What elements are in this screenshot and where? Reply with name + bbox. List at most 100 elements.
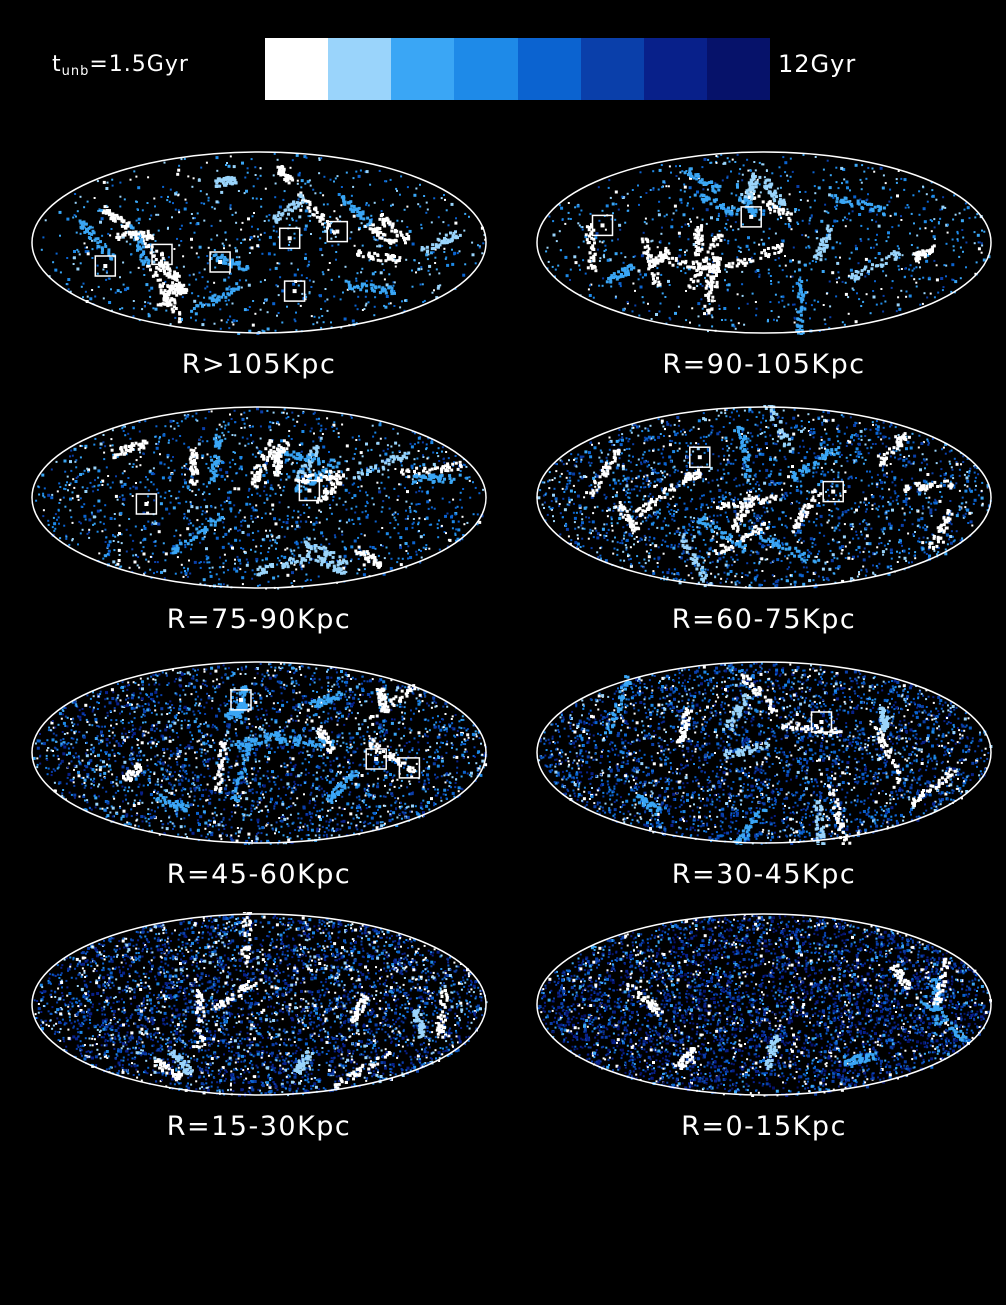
star-particle — [123, 482, 127, 486]
star-particle — [102, 441, 105, 444]
star-particle — [110, 288, 112, 291]
stream-particle — [100, 246, 104, 250]
star-particle — [345, 521, 348, 524]
star-particle — [867, 166, 870, 169]
star-particle — [41, 473, 45, 477]
star-particle — [156, 570, 159, 573]
star-particle — [265, 529, 267, 532]
star-particle — [648, 310, 651, 312]
star-particle — [767, 237, 770, 240]
stream-particle — [684, 259, 688, 263]
star-particle — [755, 307, 758, 310]
star-particle — [400, 464, 403, 467]
star-particle — [229, 204, 232, 207]
star-particle — [207, 520, 210, 522]
star-particle — [275, 284, 278, 287]
star-particle — [91, 226, 94, 229]
star-particle — [272, 576, 276, 580]
stream-particle — [305, 554, 309, 558]
stream-particle — [715, 274, 718, 277]
stream-particle — [194, 312, 198, 316]
stream-particle — [853, 274, 857, 278]
star-particle — [854, 320, 858, 324]
star-particle — [53, 529, 56, 532]
stream-particle — [587, 228, 591, 232]
star-particle — [296, 179, 299, 182]
star-particle — [226, 491, 229, 494]
stream-particle — [743, 195, 747, 199]
star-particle — [441, 497, 444, 500]
stream-particle — [746, 201, 750, 205]
star-particle — [281, 526, 284, 529]
stream-particle — [109, 212, 113, 216]
star-particle — [291, 552, 294, 555]
star-particle — [264, 187, 267, 190]
stream-particle — [384, 253, 388, 256]
stream-particle — [149, 251, 153, 255]
stream-particle — [136, 244, 139, 248]
star-particle — [874, 257, 877, 259]
star-particle — [43, 487, 46, 490]
star-particle — [269, 486, 273, 490]
star-particle — [766, 320, 769, 323]
star-particle — [425, 544, 428, 547]
star-particle — [364, 510, 367, 513]
star-particle — [157, 443, 160, 446]
star-particle — [121, 472, 124, 475]
star-particle — [94, 295, 97, 298]
star-particle — [385, 532, 389, 536]
star-particle — [701, 218, 704, 221]
star-particle — [300, 450, 303, 453]
star-particle — [300, 274, 303, 277]
stream-particle — [235, 287, 238, 291]
star-particle — [952, 218, 955, 221]
star-particle — [141, 308, 144, 311]
stream-particle — [230, 176, 234, 180]
star-particle — [319, 191, 322, 194]
star-particle — [291, 571, 294, 575]
star-particle — [913, 278, 916, 281]
stream-particle — [876, 204, 880, 208]
stream-particle — [156, 303, 160, 307]
star-particle — [358, 435, 360, 438]
star-particle — [976, 233, 980, 237]
star-particle — [930, 230, 933, 233]
star-particle — [164, 552, 168, 556]
star-particle — [316, 321, 319, 324]
star-particle — [426, 457, 429, 460]
star-particle — [397, 513, 399, 516]
star-particle — [608, 179, 611, 182]
star-particle — [398, 450, 401, 453]
star-particle — [872, 295, 876, 299]
star-particle — [280, 494, 283, 497]
star-particle — [250, 246, 254, 250]
star-particle — [330, 321, 332, 324]
star-particle — [417, 521, 420, 524]
star-particle — [367, 513, 369, 516]
star-particle — [236, 555, 239, 558]
star-particle — [308, 260, 311, 263]
star-particle — [65, 535, 68, 538]
stream-particle — [383, 238, 387, 242]
star-particle — [384, 459, 388, 463]
star-particle — [389, 178, 392, 181]
star-particle — [835, 277, 838, 280]
star-particle — [374, 238, 377, 241]
star-particle — [186, 468, 189, 471]
stream-particle — [849, 202, 853, 206]
star-particle — [657, 188, 660, 191]
star-particle — [645, 192, 648, 194]
stream-particle — [796, 310, 800, 314]
star-particle — [210, 410, 213, 413]
star-particle — [388, 496, 390, 499]
star-particle — [100, 217, 104, 221]
star-particle — [594, 236, 598, 240]
star-particle — [233, 409, 236, 412]
stream-particle — [113, 219, 117, 223]
star-particle — [77, 543, 79, 546]
stream-particle — [782, 198, 786, 202]
stream-particle — [171, 281, 175, 285]
star-particle — [929, 292, 932, 295]
stream-particle — [343, 202, 347, 206]
stream-particle — [174, 283, 178, 286]
